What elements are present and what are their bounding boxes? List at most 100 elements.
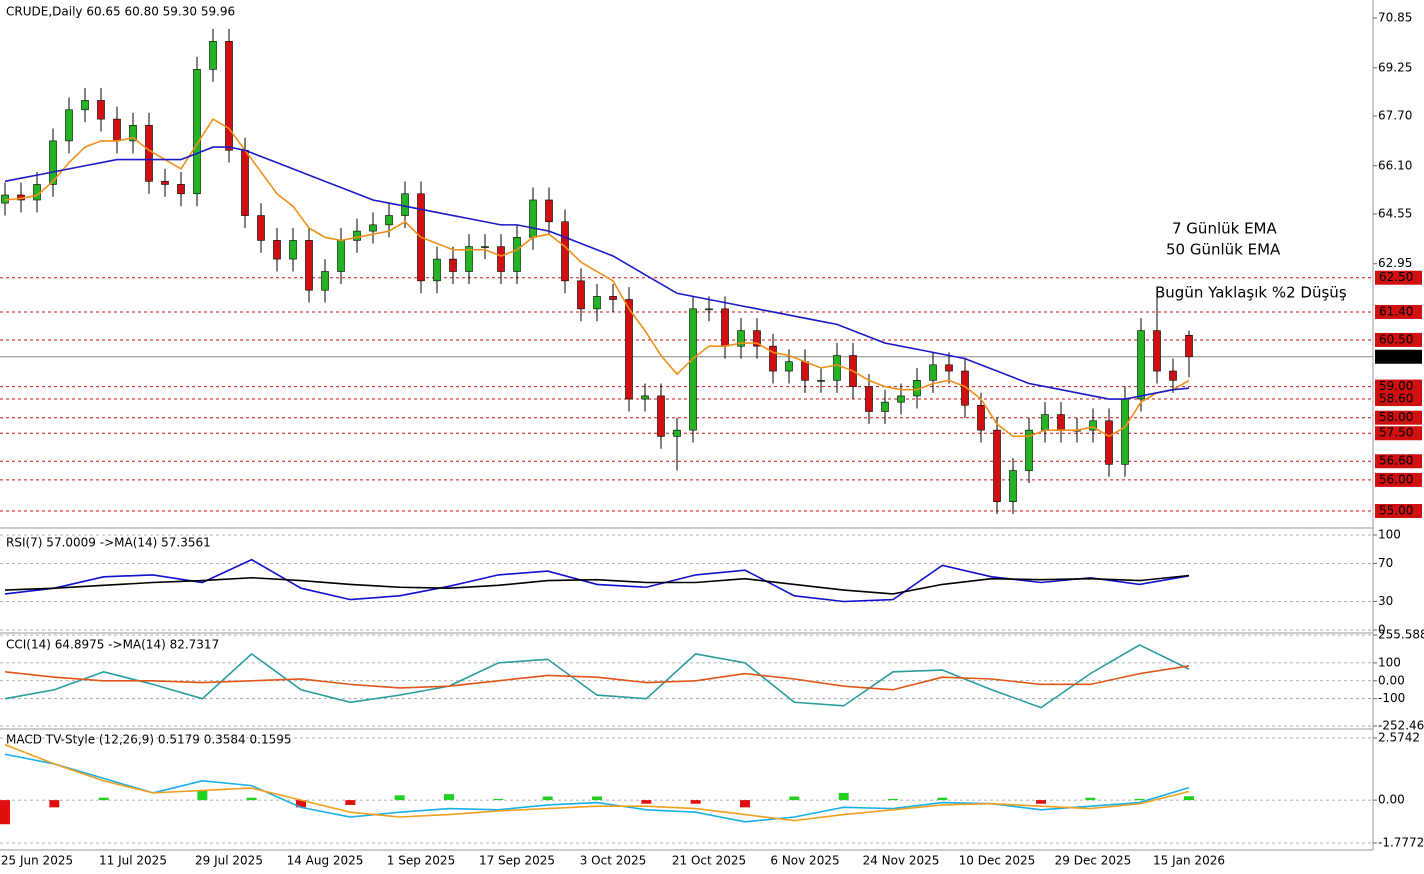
candle-body [353,230,361,241]
candle-body [689,308,697,431]
level-label-box [1375,426,1422,441]
candle-body [609,296,617,300]
level-label-box [1375,472,1422,487]
level-label-box [1375,332,1422,347]
candle-body [1169,370,1177,381]
candle-body [1057,414,1065,431]
y-tick-label: 66.10 [1378,158,1412,172]
candle-body [193,69,201,195]
candle-body [753,330,761,347]
indicator-line [4,743,1190,822]
candle-body [225,41,233,151]
y-tick-label: 100 [1378,528,1401,542]
level-label: 61.40 [1379,304,1413,318]
y-tick-label: 62.95 [1378,256,1412,270]
last-price-box [1375,349,1422,364]
x-tick-label: 15 Jan 2026 [1153,854,1225,868]
y-tick-label: -252.468 [1378,719,1424,733]
y-tick-label: -1.7772 [1378,836,1424,850]
candle-body [721,308,729,347]
histogram-bar [1085,797,1096,801]
histogram-bar [0,800,10,825]
candle-body [865,386,873,412]
x-tick-label: 29 Jul 2025 [195,854,263,868]
candle-body [177,184,185,195]
y-tick-label: 100 [1378,655,1401,669]
level-label: 55.00 [1379,504,1413,518]
panel-title: CCI(14) 64.8975 ->MA(14) 82.7317 [6,638,219,652]
ema-line [4,118,1190,438]
candle-body [1137,330,1145,400]
histogram-bar [641,800,652,804]
level-label-box [1375,304,1422,319]
histogram-bar [1184,796,1194,801]
level-label-box [1375,392,1422,407]
candle-body [833,355,841,381]
y-tick-label: 0.00 [1378,673,1405,687]
x-tick-label: 21 Oct 2025 [672,854,746,868]
level-label-box [1375,379,1422,394]
x-tick-label: 29 Dec 2025 [1055,854,1132,868]
candle-body [977,404,985,431]
candle-body [881,401,889,412]
y-tick-label: 255.588 [1378,628,1424,642]
candle-body [369,224,377,232]
indicator-line [4,665,1190,691]
candle-body [1025,429,1033,471]
candle-body [1105,420,1113,465]
indicator-line [4,644,1190,709]
candle-body [673,429,681,437]
level-label: 58.60 [1379,392,1413,406]
annotation: Bugün Yaklaşık %2 Düşüş [1155,284,1347,302]
level-label: 58.00 [1379,410,1413,424]
candle-body [433,258,441,282]
candle-body [657,395,665,437]
histogram-bar [542,796,553,801]
candle-body [273,240,281,260]
candle-body [305,240,313,291]
candle-body [897,395,905,403]
x-tick-label: 10 Dec 2025 [959,854,1036,868]
y-tick-label: -100 [1378,691,1405,705]
candle-body [929,364,937,381]
candle-body [81,100,89,111]
x-tick-label: 3 Oct 2025 [580,854,647,868]
candle-body [529,199,537,238]
candle-body [769,345,777,372]
candle-body [1009,470,1017,502]
y-tick-label: 0.00 [1378,793,1405,807]
level-label: 62.50 [1379,270,1413,284]
level-label-box [1375,410,1422,425]
candle-body [497,246,505,272]
candle-body [961,370,969,406]
histogram-bar [690,800,701,804]
level-label: 57.50 [1379,426,1413,440]
candle-body [577,280,585,310]
candle-body [145,125,153,182]
candle-body [1041,414,1049,431]
candle-body [113,118,121,142]
y-tick-label: 69.25 [1378,60,1412,74]
histogram-bar [937,797,948,801]
candle-body [209,41,217,70]
candle-body [401,193,409,216]
candle-body [705,308,713,311]
level-label-box [1375,504,1422,519]
candle-body [737,330,745,347]
candle-body [241,149,249,216]
candle-body [161,181,169,185]
candle-body [289,240,297,260]
histogram-bar [246,797,257,801]
x-tick-label: 14 Aug 2025 [287,854,364,868]
candle-body [945,364,953,372]
level-label-box [1375,270,1422,285]
last-price-label: 59.96 [1379,349,1413,363]
candle-body [993,429,1001,502]
candle-body [65,109,73,142]
y-tick-label: 30 [1378,594,1393,608]
histogram-bar [838,792,849,801]
candle-body [465,246,473,272]
level-label-box [1375,454,1422,469]
level-label: 60.50 [1379,332,1413,346]
